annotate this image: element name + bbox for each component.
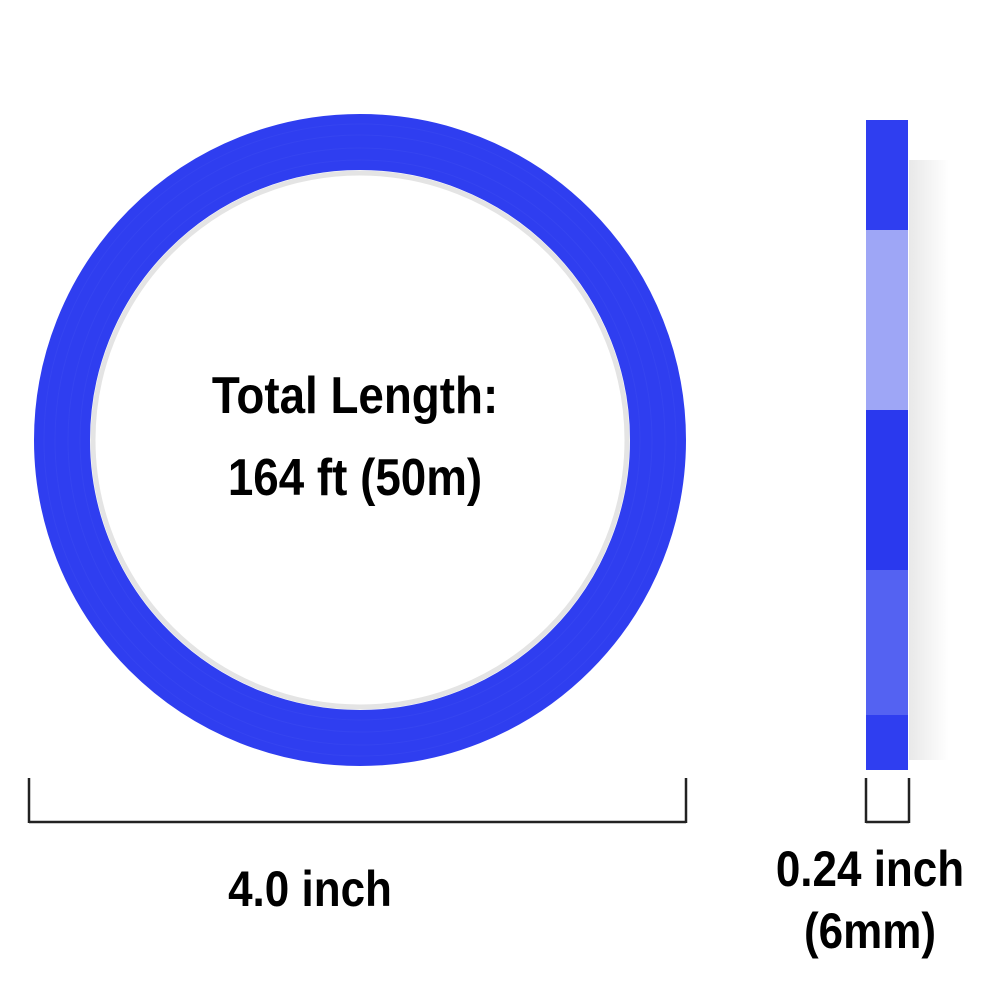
tape-core: [90, 170, 630, 710]
tape-ring: [34, 114, 686, 766]
tape-roll-side: [866, 120, 949, 770]
tape-roll-front: [34, 114, 686, 766]
width-label: 0.24 inch: [775, 841, 965, 897]
width-mm-label: (6mm): [803, 903, 937, 959]
diameter-label: 4.0 inch: [228, 861, 392, 917]
total-length-value: 164 ft (50m): [227, 449, 483, 507]
diameter-dimension-line: [27, 778, 688, 824]
total-length-label: Total Length:: [211, 367, 499, 425]
width-dimension-line: [864, 778, 911, 824]
